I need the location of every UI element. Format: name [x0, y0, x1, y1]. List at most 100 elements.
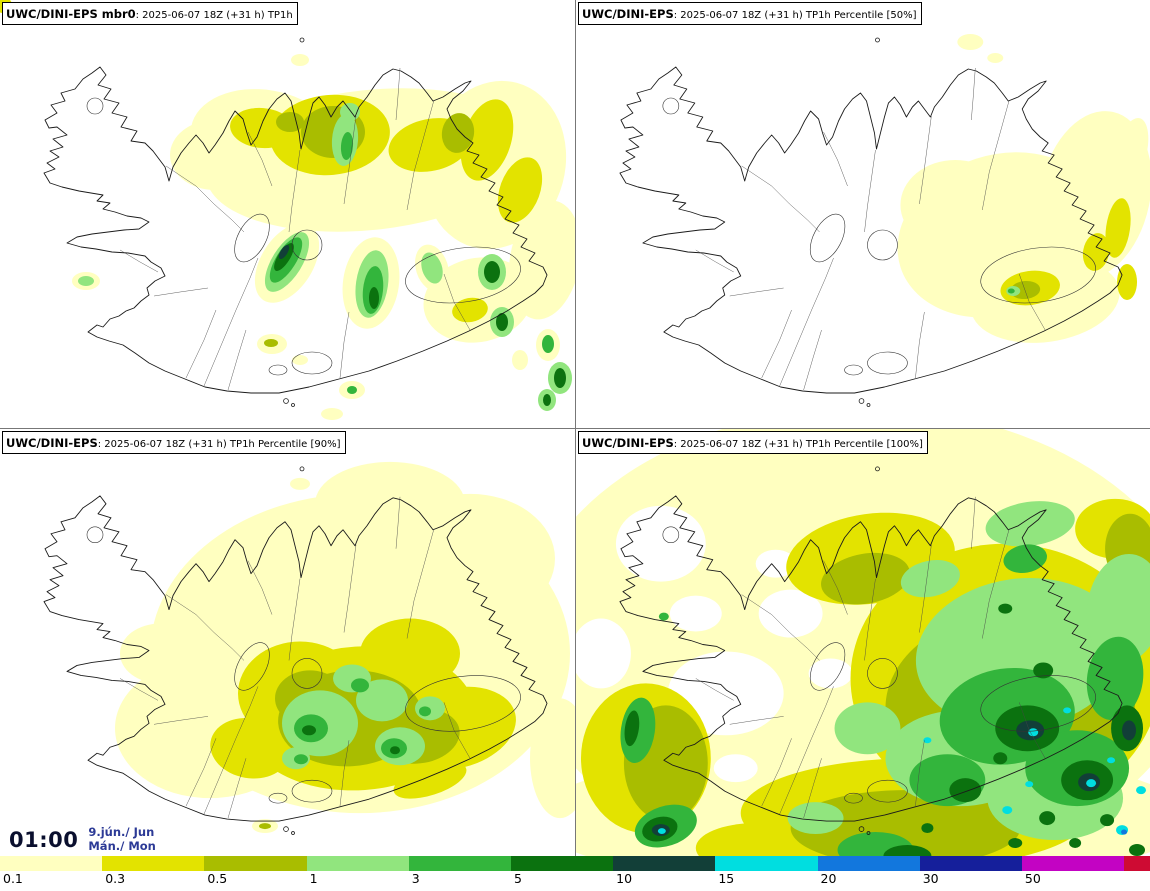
precip-level-0 [140, 626, 160, 641]
colorbar-track: 0.1 0.3 0.5 1 3 5 10 15 20 30 50 [0, 856, 1150, 886]
precip-level-0 [987, 53, 1004, 63]
colorbar-tick-label: 30 [922, 871, 939, 886]
precip-level-2 [441, 113, 475, 153]
precip-level-5 [949, 778, 982, 803]
precip-level-4 [1086, 636, 1144, 721]
precip-level-7 [1107, 757, 1116, 764]
panel-title-run-label: : 2025-06-07 18Z (+31 h) TP1h Percentile… [97, 439, 341, 450]
precip-level-5 [883, 845, 932, 856]
iceland-precipitation-map-member-0 [0, 0, 575, 420]
panel-title-percentile-100: UWC/DINI-EPS: 2025-06-07 18Z (+31 h) TP1… [578, 431, 928, 455]
precip-level-5 [1008, 838, 1023, 849]
precip-level-0 [290, 477, 310, 490]
precip-level-1 [460, 99, 514, 181]
panel-title-run-label: : 2025-06-07 18Z (+31 h) TP1h [135, 10, 293, 21]
colorbar-segment: 0.3 [102, 856, 205, 886]
precip-level-3 [900, 560, 960, 598]
colorbar-segment: 20 [817, 856, 920, 886]
colorbar-segment [1124, 856, 1150, 871]
precip-level-5 [496, 313, 508, 331]
precip-level-7 [1063, 707, 1072, 714]
precip-level-1 [393, 761, 467, 799]
precip-level-1 [1105, 198, 1131, 258]
panel-title-percentile-50: UWC/DINI-EPS: 2025-06-07 18Z (+31 h) TP1… [578, 2, 922, 26]
precip-level-4 [419, 706, 431, 717]
precipitation-contours [576, 429, 1150, 856]
panel-title-run-label: : 2025-06-07 18Z (+31 h) TP1h Percentile… [673, 439, 923, 450]
panel-grid: UWC/DINI-EPS mbr0: 2025-06-07 18Z (+31 h… [0, 0, 1150, 856]
precip-level-0 [120, 623, 200, 684]
colorbar-tick-label: 0.3 [105, 871, 126, 886]
precip-level-1 [360, 618, 460, 689]
precip-level-7 [1028, 728, 1039, 737]
precip-level-4 [658, 612, 669, 621]
precip-level-4 [347, 386, 357, 394]
valid-day: Mán./ Mon [88, 839, 156, 854]
precip-level-7 [1025, 781, 1034, 788]
no-precip-area [669, 595, 722, 632]
precip-level-5 [998, 603, 1013, 614]
precip-level-1 [452, 297, 488, 323]
precip-level-1 [695, 823, 816, 856]
precip-level-2 [276, 112, 304, 132]
precip-level-5 [1039, 811, 1056, 826]
precip-level-3 [834, 702, 901, 755]
precip-level-4 [340, 132, 354, 160]
no-precip-area [713, 754, 758, 783]
panel-title-model-label: UWC/DINI-EPS [582, 436, 674, 450]
precip-level-4 [1003, 544, 1047, 573]
iceland-precipitation-map-percentile-90 [43, 461, 575, 836]
panel-title-model-label: UWC/DINI-EPS [6, 436, 98, 450]
panel-title-percentile-90: UWC/DINI-EPS: 2025-06-07 18Z (+31 h) TP1… [2, 431, 346, 455]
map-panel-percentile-100: UWC/DINI-EPS: 2025-06-07 18Z (+31 h) TP1… [575, 428, 1150, 856]
precip-level-0 [900, 160, 1011, 250]
precip-level-0 [957, 34, 984, 50]
colorbar-segment: 0.5 [204, 856, 307, 886]
precipitation-contours [897, 34, 1150, 343]
precip-level-4 [351, 678, 369, 693]
panel-title-member-0: UWC/DINI-EPS mbr0: 2025-06-07 18Z (+31 h… [2, 2, 298, 26]
precip-level-5 [1033, 662, 1054, 679]
no-precip-area [576, 618, 631, 689]
colorbar-tick-label: 5 [513, 871, 522, 886]
colorbar-tick-label: 0.5 [207, 871, 228, 886]
precip-level-0 [530, 698, 575, 819]
precip-level-3 [356, 679, 408, 722]
colorbar-segment: 1 [306, 856, 409, 886]
precip-level-3 [1086, 553, 1150, 664]
precip-level-0 [291, 54, 309, 66]
panel-title-model-label: UWC/DINI-EPS [582, 7, 674, 21]
precip-level-3 [985, 501, 1075, 547]
colorbar-segment: 5 [510, 856, 614, 886]
precip-level-5 [369, 287, 379, 309]
colorbar-segment: 0.1 [0, 856, 103, 886]
precip-level-4 [542, 335, 554, 353]
precip-level-7 [657, 828, 666, 835]
valid-date: 9.jún./ Jun [88, 825, 155, 840]
colorbar-tick-label: 20 [820, 871, 837, 886]
no-precip-area [758, 589, 823, 638]
precip-level-5 [1069, 838, 1082, 849]
precip-level-4 [294, 754, 308, 765]
precip-level-5 [624, 710, 640, 747]
precip-level-5 [1100, 814, 1115, 827]
precip-level-7 [1136, 786, 1147, 795]
map-panel-percentile-90: UWC/DINI-EPS: 2025-06-07 18Z (+31 h) TP1… [0, 428, 575, 856]
precip-level-5 [543, 394, 551, 406]
valid-time-block: 01:00 9.jún./ Jun Mán./ Mon [5, 826, 160, 854]
precipitation-contours [0, 0, 575, 420]
precip-level-2 [821, 552, 910, 605]
colorbar-tick-label: 0.1 [3, 871, 23, 886]
precip-level-0 [321, 408, 343, 420]
colorbar-tick-label: 10 [616, 871, 633, 886]
precip-level-7 [1002, 806, 1013, 815]
valid-time: 01:00 [9, 828, 79, 853]
precip-level-0 [1111, 118, 1149, 192]
precip-level-7 [923, 737, 932, 744]
colorbar-tick-label: 15 [718, 871, 735, 886]
precip-level-5 [302, 725, 316, 736]
colorbar-tick-label: 50 [1024, 871, 1041, 886]
precip-level-5 [921, 823, 934, 834]
panel-title-model-label: UWC/DINI-EPS mbr0 [6, 7, 136, 21]
precip-level-0 [315, 461, 465, 546]
